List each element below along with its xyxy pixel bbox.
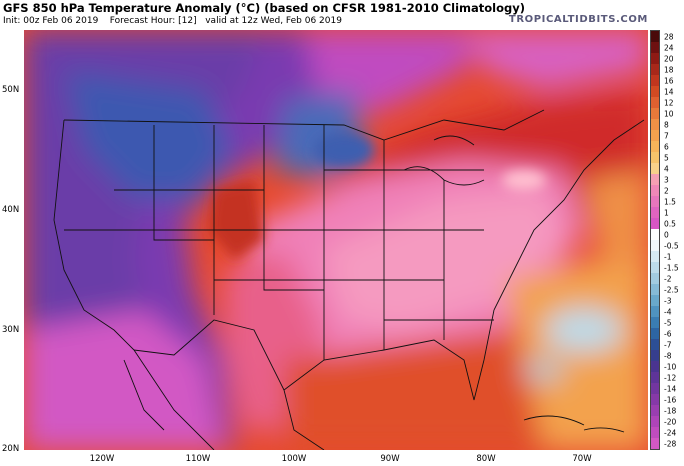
colorbar-swatch — [651, 31, 659, 42]
colorbar-swatch — [651, 427, 659, 438]
colorbar-tick-label: -12 — [664, 373, 677, 382]
map-subtitle: Init: 00z Feb 06 2019 Forecast Hour: [12… — [3, 16, 342, 26]
colorbar-tick-label: -1.5 — [664, 263, 679, 272]
anomaly-map — [24, 30, 648, 450]
colorbar-swatch — [651, 196, 659, 207]
colorbar-tick-label: 5 — [664, 153, 669, 162]
colorbar-tick-label: 4 — [664, 164, 669, 173]
colorbar-tick-label: -5 — [664, 318, 672, 327]
colorbar-swatch — [651, 438, 659, 449]
colorbar-swatch — [651, 207, 659, 218]
colorbar-swatch — [651, 64, 659, 75]
colorbar-tick-label: -24 — [664, 428, 677, 437]
colorbar-tick-label: 6 — [664, 142, 669, 151]
colorbar-swatch — [651, 306, 659, 317]
colorbar-swatch — [651, 108, 659, 119]
colorbar-swatch — [651, 218, 659, 229]
colorbar-tick-label: -2 — [664, 274, 672, 283]
valid-time: valid at 12z Wed, Feb 06 2019 — [205, 16, 342, 26]
lon-label-70w: 70W — [572, 454, 592, 464]
colorbar-swatch — [651, 383, 659, 394]
colorbar-tick-label: 3 — [664, 175, 669, 184]
map-title: GFS 850 hPa Temperature Anomaly (°C) (ba… — [3, 1, 525, 15]
lon-label-110w: 110W — [185, 454, 211, 464]
colorbar-tick-label: 7 — [664, 131, 669, 140]
lat-label-20n: 20N — [2, 444, 20, 454]
lon-label-120w: 120W — [89, 454, 115, 464]
lon-label-80w: 80W — [476, 454, 496, 464]
colorbar-tick-label: -14 — [664, 384, 677, 393]
colorbar-swatch — [651, 284, 659, 295]
colorbar-tick-label: -4 — [664, 307, 672, 316]
colorbar-swatch — [651, 295, 659, 306]
colorbar-tick-label: 18 — [664, 65, 674, 74]
colorbar-tick-label: -16 — [664, 395, 677, 404]
header: GFS 850 hPa Temperature Anomaly (°C) (ba… — [0, 0, 684, 30]
colorbar-tick-label: -18 — [664, 406, 677, 415]
colorbar-swatch — [651, 119, 659, 130]
colorbar-swatch — [651, 350, 659, 361]
lon-label-100w: 100W — [281, 454, 307, 464]
colorbar-tick-label: 1.5 — [664, 197, 676, 206]
colorbar-swatch — [651, 75, 659, 86]
colorbar-tick-label: -7 — [664, 340, 672, 349]
colorbar-tick-label: -20 — [664, 417, 677, 426]
colorbar-swatch — [651, 130, 659, 141]
colorbar-tick-label: 12 — [664, 98, 674, 107]
lat-label-50n: 50N — [2, 85, 20, 95]
colorbar-tick-label: -2.5 — [664, 285, 679, 294]
colorbar-swatch — [651, 262, 659, 273]
colorbar-swatch — [651, 185, 659, 196]
colorbar-tick-label: -1 — [664, 252, 672, 261]
colorbar-swatch — [651, 42, 659, 53]
colorbar-swatch — [651, 163, 659, 174]
colorbar-tick-label: 20 — [664, 54, 674, 63]
colorbar-swatch — [651, 405, 659, 416]
colorbar-swatch — [651, 339, 659, 350]
colorbar-swatch — [651, 372, 659, 383]
colorbar-tick-label: -10 — [664, 362, 677, 371]
colorbar-swatch — [651, 97, 659, 108]
colorbar-tick-label: 10 — [664, 109, 674, 118]
colorbar-tick-label: 14 — [664, 87, 674, 96]
colorbar-tick-label: -6 — [664, 329, 672, 338]
lat-label-30n: 30N — [2, 325, 20, 335]
colorbar-tick-label: 0 — [664, 230, 669, 239]
colorbar-swatch — [651, 53, 659, 64]
init-time: Init: 00z Feb 06 2019 — [3, 16, 99, 26]
colorbar-swatch — [651, 328, 659, 339]
colorbar-swatch — [651, 240, 659, 251]
colorbar-swatch — [651, 152, 659, 163]
colorbar-tick-label: 1 — [664, 208, 669, 217]
lon-label-90w: 90W — [380, 454, 400, 464]
colorbar-swatch — [651, 361, 659, 372]
colorbar-tick-label: -28 — [664, 439, 677, 448]
colorbar-swatch — [651, 229, 659, 240]
colorbar-tick-label: -3 — [664, 296, 672, 305]
colorbar-swatch — [651, 273, 659, 284]
colorbar-tick-label: 28 — [664, 32, 674, 41]
anomaly-detail — [209, 132, 546, 260]
colorbar-swatch — [651, 86, 659, 97]
colorbar-swatch — [651, 174, 659, 185]
colorbar-swatch — [651, 141, 659, 152]
borders — [53, 109, 645, 450]
brand-logo[interactable]: TROPICALTIDBITS.COM — [508, 14, 648, 25]
map-svg — [24, 30, 648, 450]
lat-label-40n: 40N — [2, 205, 20, 215]
colorbar-tick-label: 0.5 — [664, 219, 676, 228]
colorbar-swatch — [651, 394, 659, 405]
forecast-hour: Forecast Hour: [12] — [109, 16, 197, 26]
colorbar-swatch — [651, 416, 659, 427]
colorbar-tick-label: 2 — [664, 186, 669, 195]
colorbar-tick-label: 16 — [664, 76, 674, 85]
colorbar-swatch — [651, 317, 659, 328]
colorbar-tick-label: 8 — [664, 120, 669, 129]
colorbar — [650, 30, 660, 450]
colorbar-swatch — [651, 251, 659, 262]
colorbar-tick-label: -8 — [664, 351, 672, 360]
colorbar-tick-label: -0.5 — [664, 241, 679, 250]
colorbar-tick-label: 24 — [664, 43, 674, 52]
